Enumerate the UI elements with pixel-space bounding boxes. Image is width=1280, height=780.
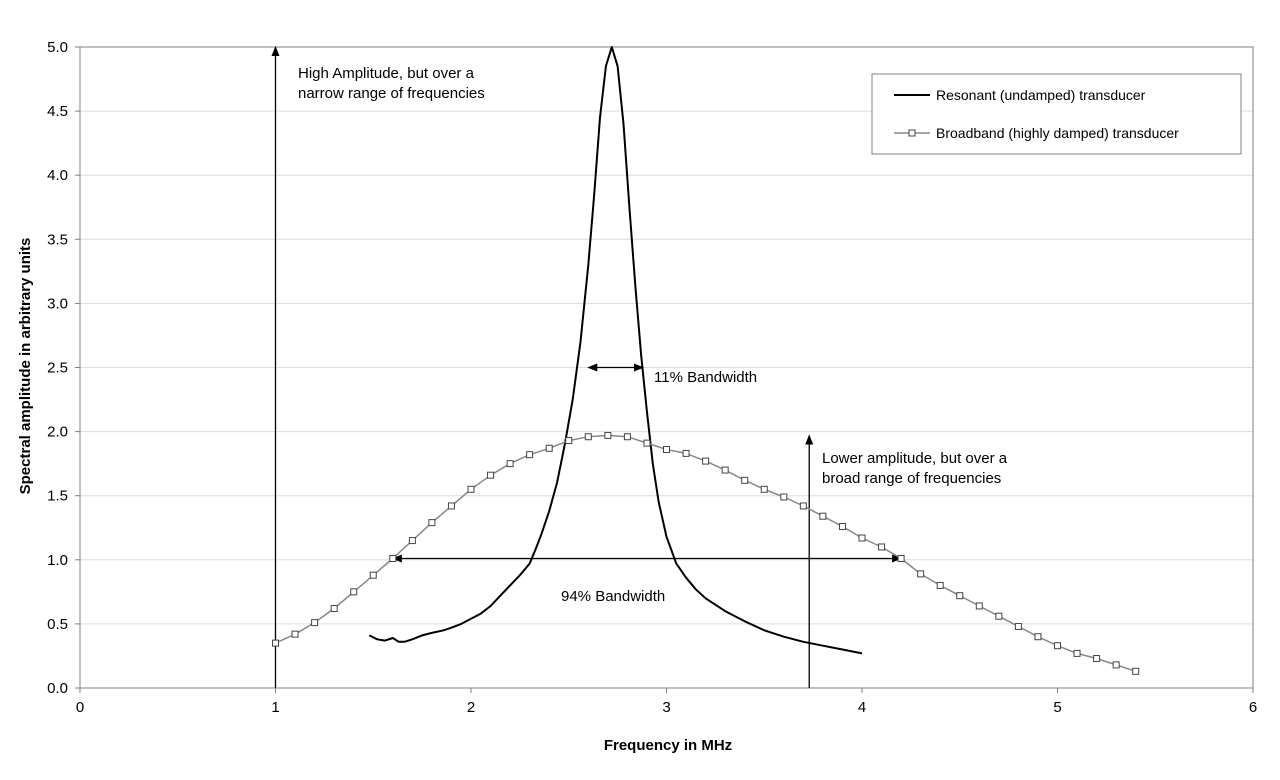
legend-broadband-marker xyxy=(908,129,916,137)
y-axis-title: Spectral amplitude in arbitrary units xyxy=(17,238,34,495)
y-tick-label: 0.0 xyxy=(47,680,68,697)
broadband-data-point xyxy=(467,485,475,493)
reference-arrows xyxy=(271,46,903,688)
broadband-data-point xyxy=(702,457,710,465)
y-tick-label: 4.0 xyxy=(47,167,68,184)
grid xyxy=(80,110,1253,625)
y-tick-label: 2.5 xyxy=(47,360,68,377)
x-tick-label: 6 xyxy=(1249,699,1257,716)
broadband-data-point xyxy=(682,449,690,457)
y-tick-label: 2.0 xyxy=(47,424,68,441)
broadband-data-point xyxy=(330,605,338,613)
broadband-data-point xyxy=(584,433,592,441)
broadband-data-point xyxy=(1054,642,1061,650)
y-tick-label: 3.0 xyxy=(47,295,68,312)
broadband-data-point xyxy=(1034,633,1042,641)
broadband-data-point xyxy=(643,439,651,447)
series xyxy=(272,46,1140,675)
broadband-data-point xyxy=(878,543,886,551)
broadband-data-point xyxy=(408,537,416,545)
y-tick-label: 0.5 xyxy=(47,616,68,633)
broadband-data-point xyxy=(858,534,866,542)
resonant-series-line xyxy=(368,46,863,655)
x-axis-title: Frequency in MHz xyxy=(604,737,732,754)
y-tick-label: 3.5 xyxy=(47,231,68,248)
y-tick-label: 4.5 xyxy=(47,103,68,120)
axis-ticks: 0.0 0.5 1.0 1.5 2.0 2.5 3.0 3.5 4.0 4.5 5.0 0 1 2 3 4 5 6 xyxy=(47,39,1257,716)
legend-resonant-label: Resonant (undamped) transducer xyxy=(936,87,1146,103)
broadband-data-point xyxy=(1112,661,1120,669)
broadband-data-point xyxy=(721,466,729,474)
broadband-data-point xyxy=(526,451,534,459)
annotation-high-amplitude: High Amplitude, but over a narrow range … xyxy=(298,65,485,102)
broadband-data-point xyxy=(975,602,983,610)
broadband-data-point xyxy=(623,433,631,441)
broadband-data-point xyxy=(311,619,319,627)
broadband-data-point xyxy=(956,592,964,600)
broadband-data-point xyxy=(1073,649,1081,657)
broadband-data-point xyxy=(1093,655,1101,663)
x-tick-label: 5 xyxy=(1053,699,1061,716)
x-tick-label: 1 xyxy=(271,699,279,716)
legend-box xyxy=(871,73,1242,155)
annotation-lower-amplitude: Lower amplitude, but over a broad range … xyxy=(822,450,1011,487)
broadband-data-point xyxy=(1014,622,1022,630)
broadband-data-point xyxy=(487,471,495,479)
broadband-data-point xyxy=(995,612,1003,620)
broadband-data-point xyxy=(780,493,788,501)
broadband-data-point xyxy=(838,522,846,530)
broadband-data-point xyxy=(545,444,553,452)
broadband-data-point xyxy=(389,555,397,563)
legend-broadband-label: Broadband (highly damped) transducer xyxy=(936,125,1179,141)
broadband-data-point xyxy=(291,630,299,638)
broadband-data-point xyxy=(1132,667,1140,675)
broadband-data-point xyxy=(741,476,749,484)
broadband-data-point xyxy=(604,431,612,439)
broadband-series-line xyxy=(275,434,1136,673)
broadband-data-point xyxy=(897,555,905,563)
broadband-data-point xyxy=(936,581,944,589)
broadband-data-point xyxy=(819,512,827,520)
broadband-data-point xyxy=(663,446,670,454)
broadband-data-point xyxy=(369,571,377,579)
y-tick-label: 1.5 xyxy=(47,488,68,505)
broadband-data-point xyxy=(272,639,279,647)
annotation-11-bandwidth: 11% Bandwidth xyxy=(654,369,757,386)
broadband-data-point xyxy=(428,519,436,527)
broadband-data-point xyxy=(447,502,455,510)
annotation-94-bandwidth: 94% Bandwidth xyxy=(561,588,665,605)
x-tick-label: 3 xyxy=(662,699,670,716)
x-tick-label: 2 xyxy=(467,699,475,716)
y-tick-label: 5.0 xyxy=(47,39,68,56)
broadband-data-point xyxy=(565,437,573,445)
broadband-data-point xyxy=(760,485,768,493)
broadband-data-point xyxy=(799,502,807,510)
x-tick-label: 0 xyxy=(76,699,84,716)
y-tick-label: 1.0 xyxy=(47,552,68,569)
broadband-data-point xyxy=(917,570,925,578)
broadband-data-point xyxy=(350,588,358,596)
x-tick-label: 4 xyxy=(858,699,866,716)
broadband-data-point xyxy=(506,460,514,468)
legend: Resonant (undamped) transducer Broadband… xyxy=(871,73,1242,155)
